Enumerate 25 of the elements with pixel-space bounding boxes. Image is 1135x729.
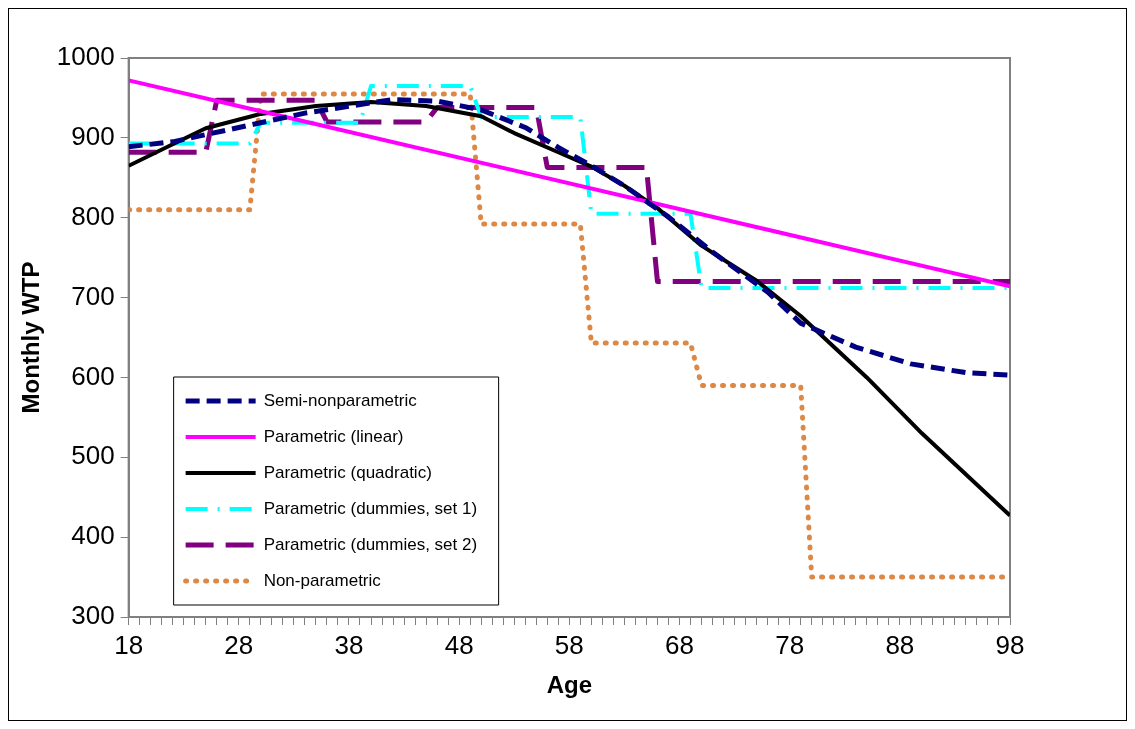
x-tick-label: 18 [114, 629, 144, 660]
legend-label: Non-parametric [263, 570, 382, 590]
x-axis-title: Age [546, 671, 592, 699]
x-tick-label: 28 [224, 629, 254, 660]
legend-label: Parametric (quadratic) [263, 462, 432, 482]
x-tick-label: 38 [334, 629, 364, 660]
y-tick-label: 800 [71, 200, 115, 231]
y-tick-label: 400 [71, 520, 115, 551]
legend-label: Parametric (linear) [263, 426, 404, 446]
y-tick-label: 1000 [56, 41, 115, 72]
legend-label: Parametric (dummies, set 2) [263, 534, 478, 554]
y-axis-title: Monthly WTP [17, 261, 45, 414]
y-tick-label: 600 [71, 360, 115, 391]
x-tick-label: 48 [444, 629, 474, 660]
y-tick-label: 500 [71, 440, 115, 471]
x-tick-label: 68 [665, 629, 694, 660]
legend-label: Parametric (dummies, set 1) [263, 498, 478, 518]
x-tick-label: 98 [995, 629, 1025, 660]
x-tick-label: 58 [554, 629, 584, 660]
legend-label: Semi-nonparametric [263, 390, 418, 410]
y-tick-label: 300 [71, 600, 115, 631]
x-tick-label: 88 [885, 629, 915, 660]
y-tick-label: 700 [71, 280, 115, 311]
y-tick-label: 900 [71, 121, 115, 152]
x-tick-label: 78 [775, 629, 805, 660]
